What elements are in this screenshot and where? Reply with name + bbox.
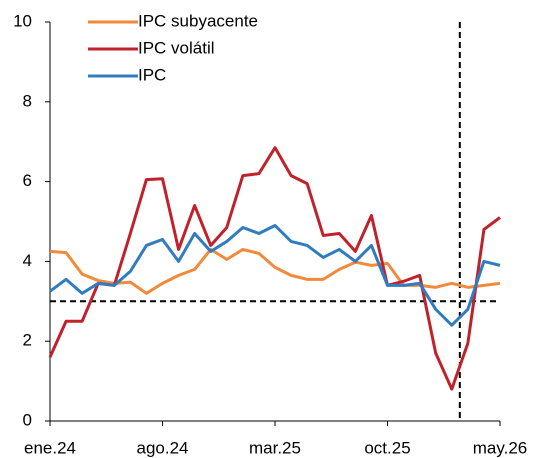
y-tick-label: 8 [23, 91, 32, 110]
series-line [49, 223, 501, 327]
y-tick-label: 2 [23, 331, 32, 350]
x-tick-label: oct.25 [364, 438, 410, 457]
x-tick-label: ene.24 [24, 438, 76, 457]
x-tick-label: may.26 [473, 438, 528, 457]
y-tick-label: 6 [23, 171, 32, 190]
x-tick-label: mar.25 [249, 438, 301, 457]
legend-label: IPC volátil [138, 38, 215, 57]
legend-label: IPC [138, 65, 166, 84]
y-tick-label: 4 [23, 251, 32, 270]
legend-label: IPC subyacente [138, 11, 258, 30]
y-tick-label: 10 [13, 11, 32, 30]
series-line [49, 247, 501, 295]
series-line [48, 146, 501, 391]
y-tick-label: 0 [23, 410, 32, 429]
x-tick-label: ago.24 [137, 438, 189, 457]
